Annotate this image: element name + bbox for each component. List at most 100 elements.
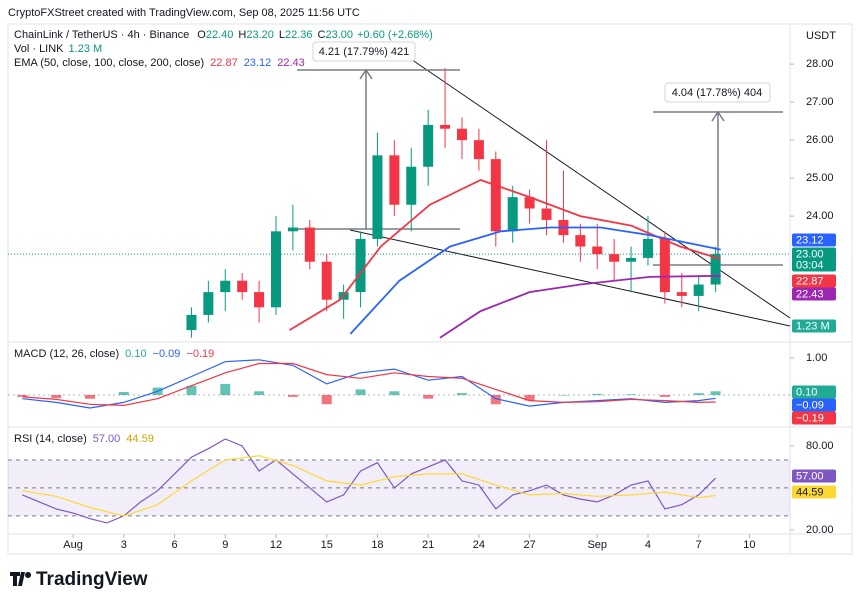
macd-label: MACD (12, 26, close) — [14, 348, 119, 360]
measure-label: 4.04 (17.78%) 404 — [672, 87, 763, 99]
y-tick-label: 28.00 — [806, 58, 834, 70]
vol-value: 1.23 M — [69, 43, 103, 55]
histogram-bar — [287, 395, 298, 397]
candle-body — [676, 292, 687, 296]
legend-row: RSI (14, close) 57.00 44.59 — [14, 433, 154, 445]
x-tick-label: 3 — [121, 539, 127, 551]
axis-tag-label: −0.19 — [796, 412, 824, 424]
candle-body — [186, 314, 197, 331]
measure-label-box — [312, 41, 416, 62]
y-tick-label: 20.00 — [806, 524, 834, 536]
candle-body — [456, 128, 467, 141]
axis-tag — [792, 385, 836, 399]
indicator-line — [439, 274, 721, 339]
axis-tag — [792, 411, 836, 425]
candle-body — [355, 238, 366, 293]
histogram-bar — [118, 392, 129, 395]
x-tick-label: 6 — [171, 539, 177, 551]
rsi-value: 44.59 — [126, 433, 154, 445]
histogram-bar — [389, 391, 400, 395]
histogram-bar — [423, 395, 434, 399]
histogram-bar — [456, 393, 467, 395]
candle-body — [237, 280, 248, 293]
logo: TradingView — [36, 569, 148, 590]
candle-body — [490, 159, 501, 232]
logo-icon — [10, 572, 32, 586]
measure-label: 4.21 (17.79%) 421 — [319, 46, 410, 58]
candle-body — [473, 140, 484, 160]
ohlc-value: 22.36 — [285, 29, 313, 41]
histogram-bar — [626, 394, 637, 395]
wedge-drawing — [349, 54, 791, 327]
axis-tag-label: −0.09 — [796, 399, 824, 411]
candle-body — [659, 238, 670, 293]
ema-value: 23.12 — [244, 57, 272, 69]
trend-line — [404, 54, 791, 319]
candle-body — [524, 197, 535, 209]
indicator-line — [22, 359, 716, 409]
legend-row: ChainLink / TetherUS · 4h · Binance O22.4… — [14, 29, 433, 41]
x-tick-label: 27 — [523, 539, 535, 551]
histogram-bar — [524, 395, 535, 401]
candle-body — [372, 155, 383, 239]
x-tick-label: Sep — [587, 539, 607, 551]
histogram-bar — [51, 395, 62, 398]
vol-label: Vol · LINK — [14, 43, 64, 55]
axis-tag-label: 23.12 — [796, 234, 824, 246]
legend-row: MACD (12, 26, close) 0.10 −0.09 −0.19 — [14, 348, 214, 360]
candle-body — [254, 292, 265, 308]
axis-tag — [792, 274, 836, 288]
pane: 1.00 — [8, 352, 827, 409]
histogram-bar — [693, 393, 704, 395]
x-tick-label: 12 — [270, 539, 282, 551]
histogram-bar — [186, 385, 197, 395]
y-tick-label: 27.00 — [806, 96, 834, 108]
ohlc-key: H — [238, 29, 246, 41]
axis-tag-label: 22.43 — [796, 288, 824, 300]
x-tick-label: 24 — [473, 539, 485, 551]
candle-body — [321, 261, 332, 300]
ohlc-key: C — [318, 29, 326, 41]
axis-tag-label: 23.00 — [796, 248, 824, 260]
histogram-bar — [254, 391, 265, 395]
y-tick-label: 26.00 — [806, 134, 834, 146]
candle-body — [592, 246, 603, 255]
candle-body — [541, 208, 552, 220]
legend-row: Vol · LINK 1.23 M — [14, 43, 102, 55]
candle-body — [626, 257, 637, 262]
y-tick-label: 1.00 — [806, 352, 827, 364]
axis-tag-label: 57.00 — [796, 470, 824, 482]
candle-body — [423, 124, 434, 167]
histogram-bar — [592, 393, 603, 395]
axis-tag-label: 03:04 — [796, 259, 824, 271]
x-tick-label: 21 — [422, 539, 434, 551]
histogram-bar — [355, 389, 366, 395]
legend-row: EMA (50, close, 100, close, 200, close) 2… — [14, 57, 305, 69]
axis-tag — [792, 398, 836, 412]
axis-tag — [792, 233, 836, 247]
axis-tag — [792, 485, 836, 499]
legend: ChainLink / TetherUS · 4h · Binance O22.4… — [14, 29, 433, 445]
rsi-value: 57.00 — [93, 433, 121, 445]
axis-tag-label: 1.23 M — [796, 320, 830, 332]
ema-label: EMA (50, close, 100, close, 200, close) — [14, 57, 204, 69]
arrow-head — [711, 110, 725, 122]
y-tick-label: 24.00 — [806, 210, 834, 222]
x-tick-label: 4 — [645, 539, 651, 551]
candle-body — [507, 197, 518, 232]
histogram-bar — [220, 383, 231, 395]
rsi-label: RSI (14, close) — [14, 433, 87, 445]
macd-value: 0.10 — [125, 348, 146, 360]
measure-label-box — [664, 82, 771, 103]
ohlc-value: 22.40 — [206, 29, 234, 41]
candle-body — [642, 238, 653, 258]
frame — [7, 23, 853, 555]
axis-tag — [792, 247, 836, 261]
x-tick-label: 7 — [696, 539, 702, 551]
arrow-head — [359, 68, 373, 80]
axis-tag-label: 0.10 — [796, 386, 817, 398]
axis-tag — [792, 258, 836, 272]
candle-body — [406, 166, 417, 205]
indicator-line — [22, 438, 717, 524]
